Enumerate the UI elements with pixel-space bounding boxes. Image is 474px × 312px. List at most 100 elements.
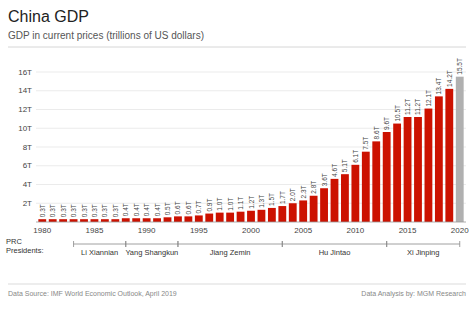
- x-tick-label: 2000: [242, 226, 260, 235]
- data-label: 0.4T: [133, 203, 140, 216]
- span-tick: [282, 241, 283, 247]
- data-label: 0.3T: [39, 204, 46, 217]
- bar: [205, 214, 213, 222]
- footer-note: Data Analysis by: MGM Research: [361, 290, 466, 298]
- span-tick: [73, 241, 74, 247]
- annotation-line: Presidents:: [6, 246, 44, 255]
- x-axis-line: [36, 222, 466, 223]
- subtitle: GDP in current prices (trillions of US d…: [8, 30, 204, 41]
- data-label: 1.0T: [227, 198, 234, 211]
- bar: [445, 89, 453, 222]
- bar: [174, 216, 182, 222]
- bar: [310, 196, 318, 222]
- bar: [226, 213, 234, 222]
- y-tick-label: 2T: [23, 199, 32, 208]
- bar: [268, 208, 276, 222]
- span: Jiang Zemin: [178, 241, 282, 257]
- data-label: 0.9T: [206, 199, 213, 212]
- data-label: 13.4T: [435, 78, 442, 95]
- span-label: Li Xiannian: [81, 248, 118, 257]
- data-label: 0.3T: [49, 204, 56, 217]
- data-label: 2.3T: [300, 185, 307, 198]
- span-label: Xi Jinping: [407, 248, 440, 257]
- span-tick: [125, 241, 126, 247]
- data-label: 3.6T: [321, 173, 328, 186]
- span-tick: [177, 241, 178, 247]
- bar: [101, 219, 109, 222]
- x-tick-label: 2010: [346, 226, 364, 235]
- x-tick-label: 1980: [33, 226, 51, 235]
- span-line: [126, 244, 178, 245]
- y-tick-label: 10T: [18, 124, 32, 133]
- x-tick-label: 1995: [190, 226, 208, 235]
- data-label: 0.3T: [101, 204, 108, 217]
- grid-line: [36, 72, 466, 73]
- bar: [362, 152, 370, 222]
- data-label: 0.3T: [81, 204, 88, 217]
- bar: [59, 219, 67, 222]
- data-label: 1.3T: [258, 195, 265, 208]
- data-label: 6.1T: [352, 150, 359, 163]
- bar: [153, 218, 161, 222]
- span: Xi Jinping: [387, 241, 460, 257]
- span-label: Jiang Zemin: [210, 248, 251, 257]
- data-label: 10.5T: [394, 105, 401, 122]
- grid-line: [36, 184, 466, 185]
- x-tick-label: 2005: [294, 226, 312, 235]
- data-label: 0.3T: [91, 204, 98, 217]
- data-label: 0.3T: [112, 204, 119, 217]
- data-label: 15.5T: [456, 58, 463, 75]
- y-tick-label: 16T: [18, 68, 32, 77]
- grid-line: [36, 109, 466, 110]
- y-tick-label: 14T: [18, 86, 32, 95]
- span: Li Xiannian: [74, 241, 126, 257]
- x-tick-label: 1985: [86, 226, 104, 235]
- bar: [456, 77, 464, 222]
- bar: [70, 219, 78, 222]
- span: Yang Shangkun: [125, 241, 178, 257]
- bar: [341, 174, 349, 222]
- bar: [80, 219, 88, 222]
- bar: [372, 141, 380, 222]
- y-tick-label: 6T: [23, 161, 32, 170]
- bar: [122, 218, 130, 222]
- data-label: 1.5T: [268, 193, 275, 206]
- data-label: 9.6T: [383, 117, 390, 130]
- annotation-line: PRC: [6, 237, 22, 246]
- data-label: 0.6T: [185, 201, 192, 214]
- bar: [38, 219, 46, 222]
- data-label: 0.4T: [154, 203, 161, 216]
- span-line: [178, 244, 282, 245]
- data-label: 5.1T: [341, 159, 348, 172]
- data-label: 1.2T: [248, 196, 255, 209]
- footer-divider: [8, 284, 466, 285]
- bar: [143, 218, 151, 222]
- span-tick: [125, 241, 126, 247]
- grid-line: [36, 128, 466, 129]
- bar: [320, 188, 328, 222]
- title: China GDP: [8, 8, 89, 25]
- data-label: 0.6T: [174, 201, 181, 214]
- span: Hu Jintao: [282, 241, 386, 257]
- span-line: [387, 244, 460, 245]
- bar: [331, 179, 339, 222]
- span-tick: [177, 241, 178, 247]
- data-label: 0.3T: [70, 204, 77, 217]
- span-tick: [386, 241, 387, 247]
- data-label: 0.3T: [60, 204, 67, 217]
- data-label: 14.2T: [446, 70, 453, 87]
- data-label: 1.0T: [216, 198, 223, 211]
- data-label: 4.6T: [331, 164, 338, 177]
- bar: [414, 117, 422, 222]
- grid-line: [36, 90, 466, 91]
- bar: [258, 210, 266, 222]
- span-line: [282, 244, 386, 245]
- bar: [247, 211, 255, 222]
- annotation: PRCPresidents:: [6, 237, 44, 255]
- x-tick-label: 2015: [399, 226, 417, 235]
- bars: [38, 77, 463, 222]
- data-label: 12.1T: [425, 90, 432, 107]
- data-label: 8.6T: [373, 126, 380, 139]
- y-tick-label: 8T: [23, 143, 32, 152]
- bar: [195, 215, 203, 222]
